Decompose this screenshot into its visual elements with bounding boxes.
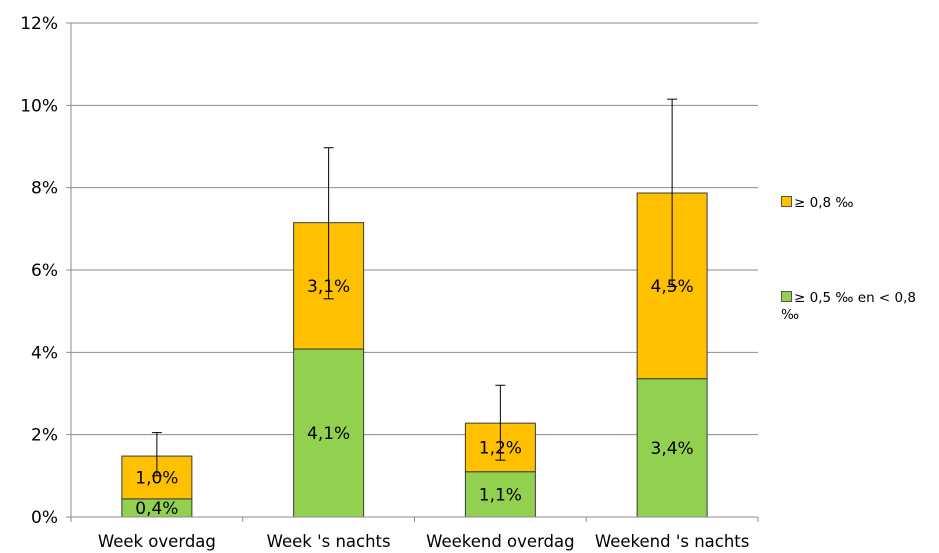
legend-swatch-orange: [781, 196, 792, 207]
y-tick-label: 8%: [31, 179, 58, 199]
legend-swatch-green: [781, 291, 792, 302]
y-tick-label: 10%: [20, 96, 58, 116]
x-category-label: Week overdag: [98, 532, 216, 551]
y-tick-label: 2%: [31, 426, 58, 446]
data-label: 1,0%: [135, 468, 178, 488]
legend-item-low: ≥ 0,5 ‰ en < 0,8 ‰: [781, 290, 931, 324]
data-label: 4,1%: [307, 424, 350, 444]
bars: [121, 192, 708, 518]
x-category-label: Weekend 's nachts: [595, 532, 750, 551]
y-axis-ticks: 0% 2% 4% 6% 8% 10% 12%: [20, 14, 71, 528]
y-tick-label: 4%: [31, 343, 58, 363]
data-label: 3,4%: [651, 439, 694, 459]
data-label: 1,1%: [479, 485, 522, 505]
x-category-label: Weekend overdag: [426, 532, 575, 551]
x-axis-labels: Week overdag Week 's nachts Weekend overda…: [98, 532, 750, 551]
legend-item-high: ≥ 0,8 ‰: [781, 195, 931, 212]
axes: [70, 23, 759, 522]
y-tick-label: 0%: [31, 508, 58, 528]
bar-segment: [464, 471, 536, 518]
x-category-label: Week 's nachts: [267, 532, 391, 551]
bar-segment: [636, 378, 708, 518]
legend-label-low: ≥ 0,5 ‰ en < 0,8 ‰: [781, 290, 916, 323]
error-bars: [151, 98, 678, 477]
data-label: 1,2%: [479, 438, 522, 458]
legend-label-high: ≥ 0,8 ‰: [794, 195, 854, 211]
data-labels: 0,4% 1,0% 4,1% 3,1% 1,1% 1,2% 3,4% 4,5%: [135, 277, 693, 519]
data-label: 0,4%: [135, 499, 178, 519]
data-label: 4,5%: [651, 277, 694, 297]
y-tick-label: 6%: [31, 261, 58, 281]
data-label: 3,1%: [307, 277, 350, 297]
y-tick-label: 12%: [20, 14, 58, 34]
bar-segment: [121, 455, 193, 500]
